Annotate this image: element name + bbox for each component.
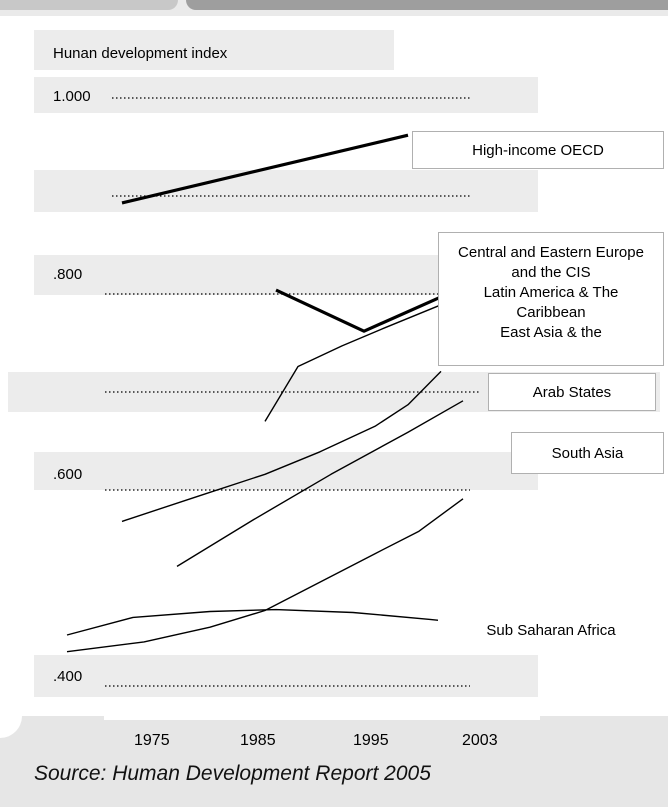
ylabel-band (34, 30, 394, 70)
y-tick-label: .400 (53, 668, 83, 685)
series-label-south-asia: South Asia (551, 445, 624, 462)
tick-band-400 (34, 655, 538, 697)
series-label-high-income-oecd: High-income OECD (472, 142, 604, 159)
y-tick-label: 1.000 (53, 88, 91, 105)
tick-band-1000 (34, 77, 538, 113)
series-label-sub-saharan-africa: Sub Saharan Africa (486, 622, 616, 639)
series-line-2 (264, 304, 442, 422)
axis-footer-panel (0, 716, 668, 807)
series-label-latin-america: Latin America & The Caribbean (483, 284, 619, 321)
series-line-4 (176, 400, 464, 567)
x-tick-label: 1985 (240, 732, 276, 749)
x-tick-label: 2003 (462, 732, 498, 749)
source-note: Source: Human Development Report 2005 (34, 762, 431, 785)
legend-label: Arab States (488, 373, 656, 411)
series-label-east-asia: East Asia & the (500, 324, 602, 341)
top-right-tab (186, 0, 668, 10)
series-label-arab-states: Arab States (532, 384, 612, 401)
y-axis-label: Hunan development index (53, 45, 228, 62)
y-tick-label: .600 (53, 466, 83, 483)
x-tick-label: 1975 (134, 732, 170, 749)
legend-label: South Asia (511, 432, 664, 474)
series-label-cee-cis: Central and Eastern Europe and the CIS (458, 244, 644, 281)
legend-label: Sub Saharan Africa (438, 612, 664, 644)
x-tick-label: 1995 (353, 732, 389, 749)
y-tick-label: .800 (53, 266, 83, 283)
series-line-6 (66, 608, 497, 636)
grid-band-900 (34, 170, 538, 212)
legend-label: High-income OECD (412, 131, 664, 169)
series-line-0 (121, 133, 409, 205)
series-line-3 (121, 370, 442, 523)
top-left-tab (0, 0, 178, 10)
tick-band-600 (34, 452, 538, 490)
series-line-1 (275, 288, 442, 333)
series-line-5 (66, 498, 464, 653)
legend-label-group: Central and Eastern Europe and the CIS L… (438, 232, 664, 366)
